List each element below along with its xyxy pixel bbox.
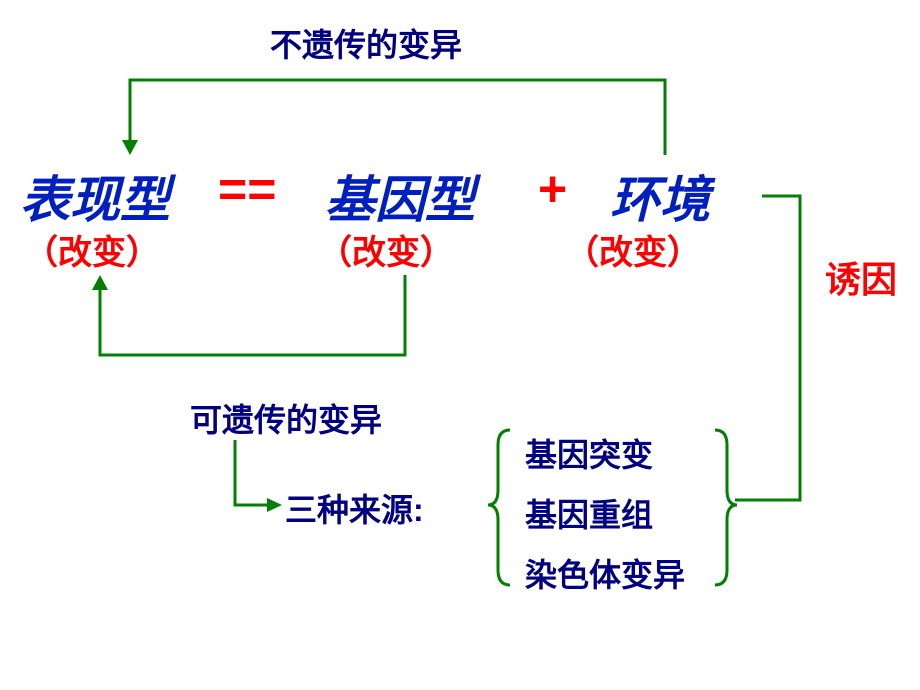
diagram-canvas: 不遗传的变异 表现型 == 基因型 + 环境 （改变） （改变） （改变） 诱因… (0, 0, 920, 690)
non-heritable-label: 不遗传的变异 (270, 20, 462, 66)
equals-sign: == (218, 160, 276, 218)
genotype-change: （改变） (318, 225, 454, 274)
heritable-label: 可遗传的变异 (190, 395, 382, 441)
plus-sign: + (538, 160, 567, 218)
source-chromosomal: 染色体变异 (525, 550, 685, 596)
source-mutation: 基因突变 (525, 430, 653, 476)
source-recombination: 基因重组 (525, 490, 653, 536)
arrows-overlay (0, 0, 920, 690)
environment-term: 环境 (610, 160, 710, 232)
inducer-label: 诱因 (825, 260, 865, 300)
phenotype-change: （改变） (24, 225, 160, 274)
environment-change: （改变） (565, 225, 701, 274)
genotype-term: 基因型 (325, 160, 475, 232)
sources-label: 三种来源: (285, 485, 424, 531)
phenotype-term: 表现型 (20, 160, 170, 232)
